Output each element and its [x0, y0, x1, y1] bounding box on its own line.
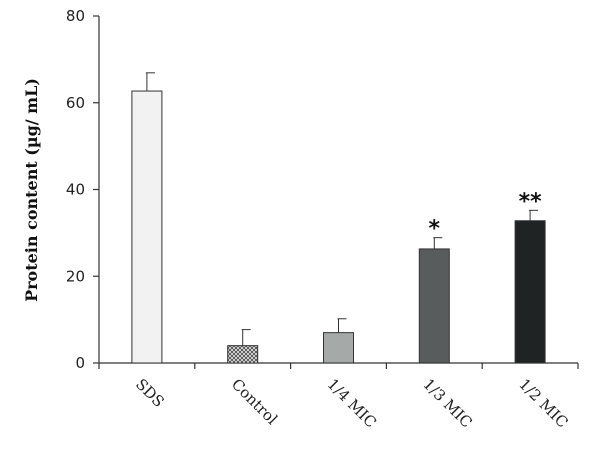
y-tick-label: 40 — [66, 181, 85, 199]
y-axis-title: Protein content (µg/ mL) — [22, 78, 41, 302]
y-tick-label: 80 — [66, 7, 85, 25]
bar-1-4-mic — [323, 332, 354, 364]
significance-marker: ** — [519, 189, 543, 214]
bar-1-3-mic — [418, 248, 450, 364]
y-tick-label: 60 — [66, 94, 85, 112]
axes: 0 20 40 60 80 — [66, 7, 579, 372]
significance-marker: * — [429, 217, 441, 242]
bars: *** — [131, 72, 546, 364]
y-tick-label: 20 — [66, 267, 85, 285]
y-tick-label: 0 — [75, 354, 85, 372]
bar-control — [227, 345, 259, 364]
x-tick-label: 1/3 MIC — [419, 375, 475, 431]
x-tick-label: SDS — [132, 375, 168, 411]
bar-sds — [131, 90, 163, 364]
category-labels: SDS Control 1/4 MIC 1/3 MIC 1/2 MIC — [132, 375, 572, 431]
x-tick-label: 1/4 MIC — [324, 375, 380, 431]
x-tick-label: Control — [228, 375, 281, 428]
bar-1-2-mic — [514, 220, 546, 364]
x-tick-label: 1/2 MIC — [515, 375, 571, 431]
